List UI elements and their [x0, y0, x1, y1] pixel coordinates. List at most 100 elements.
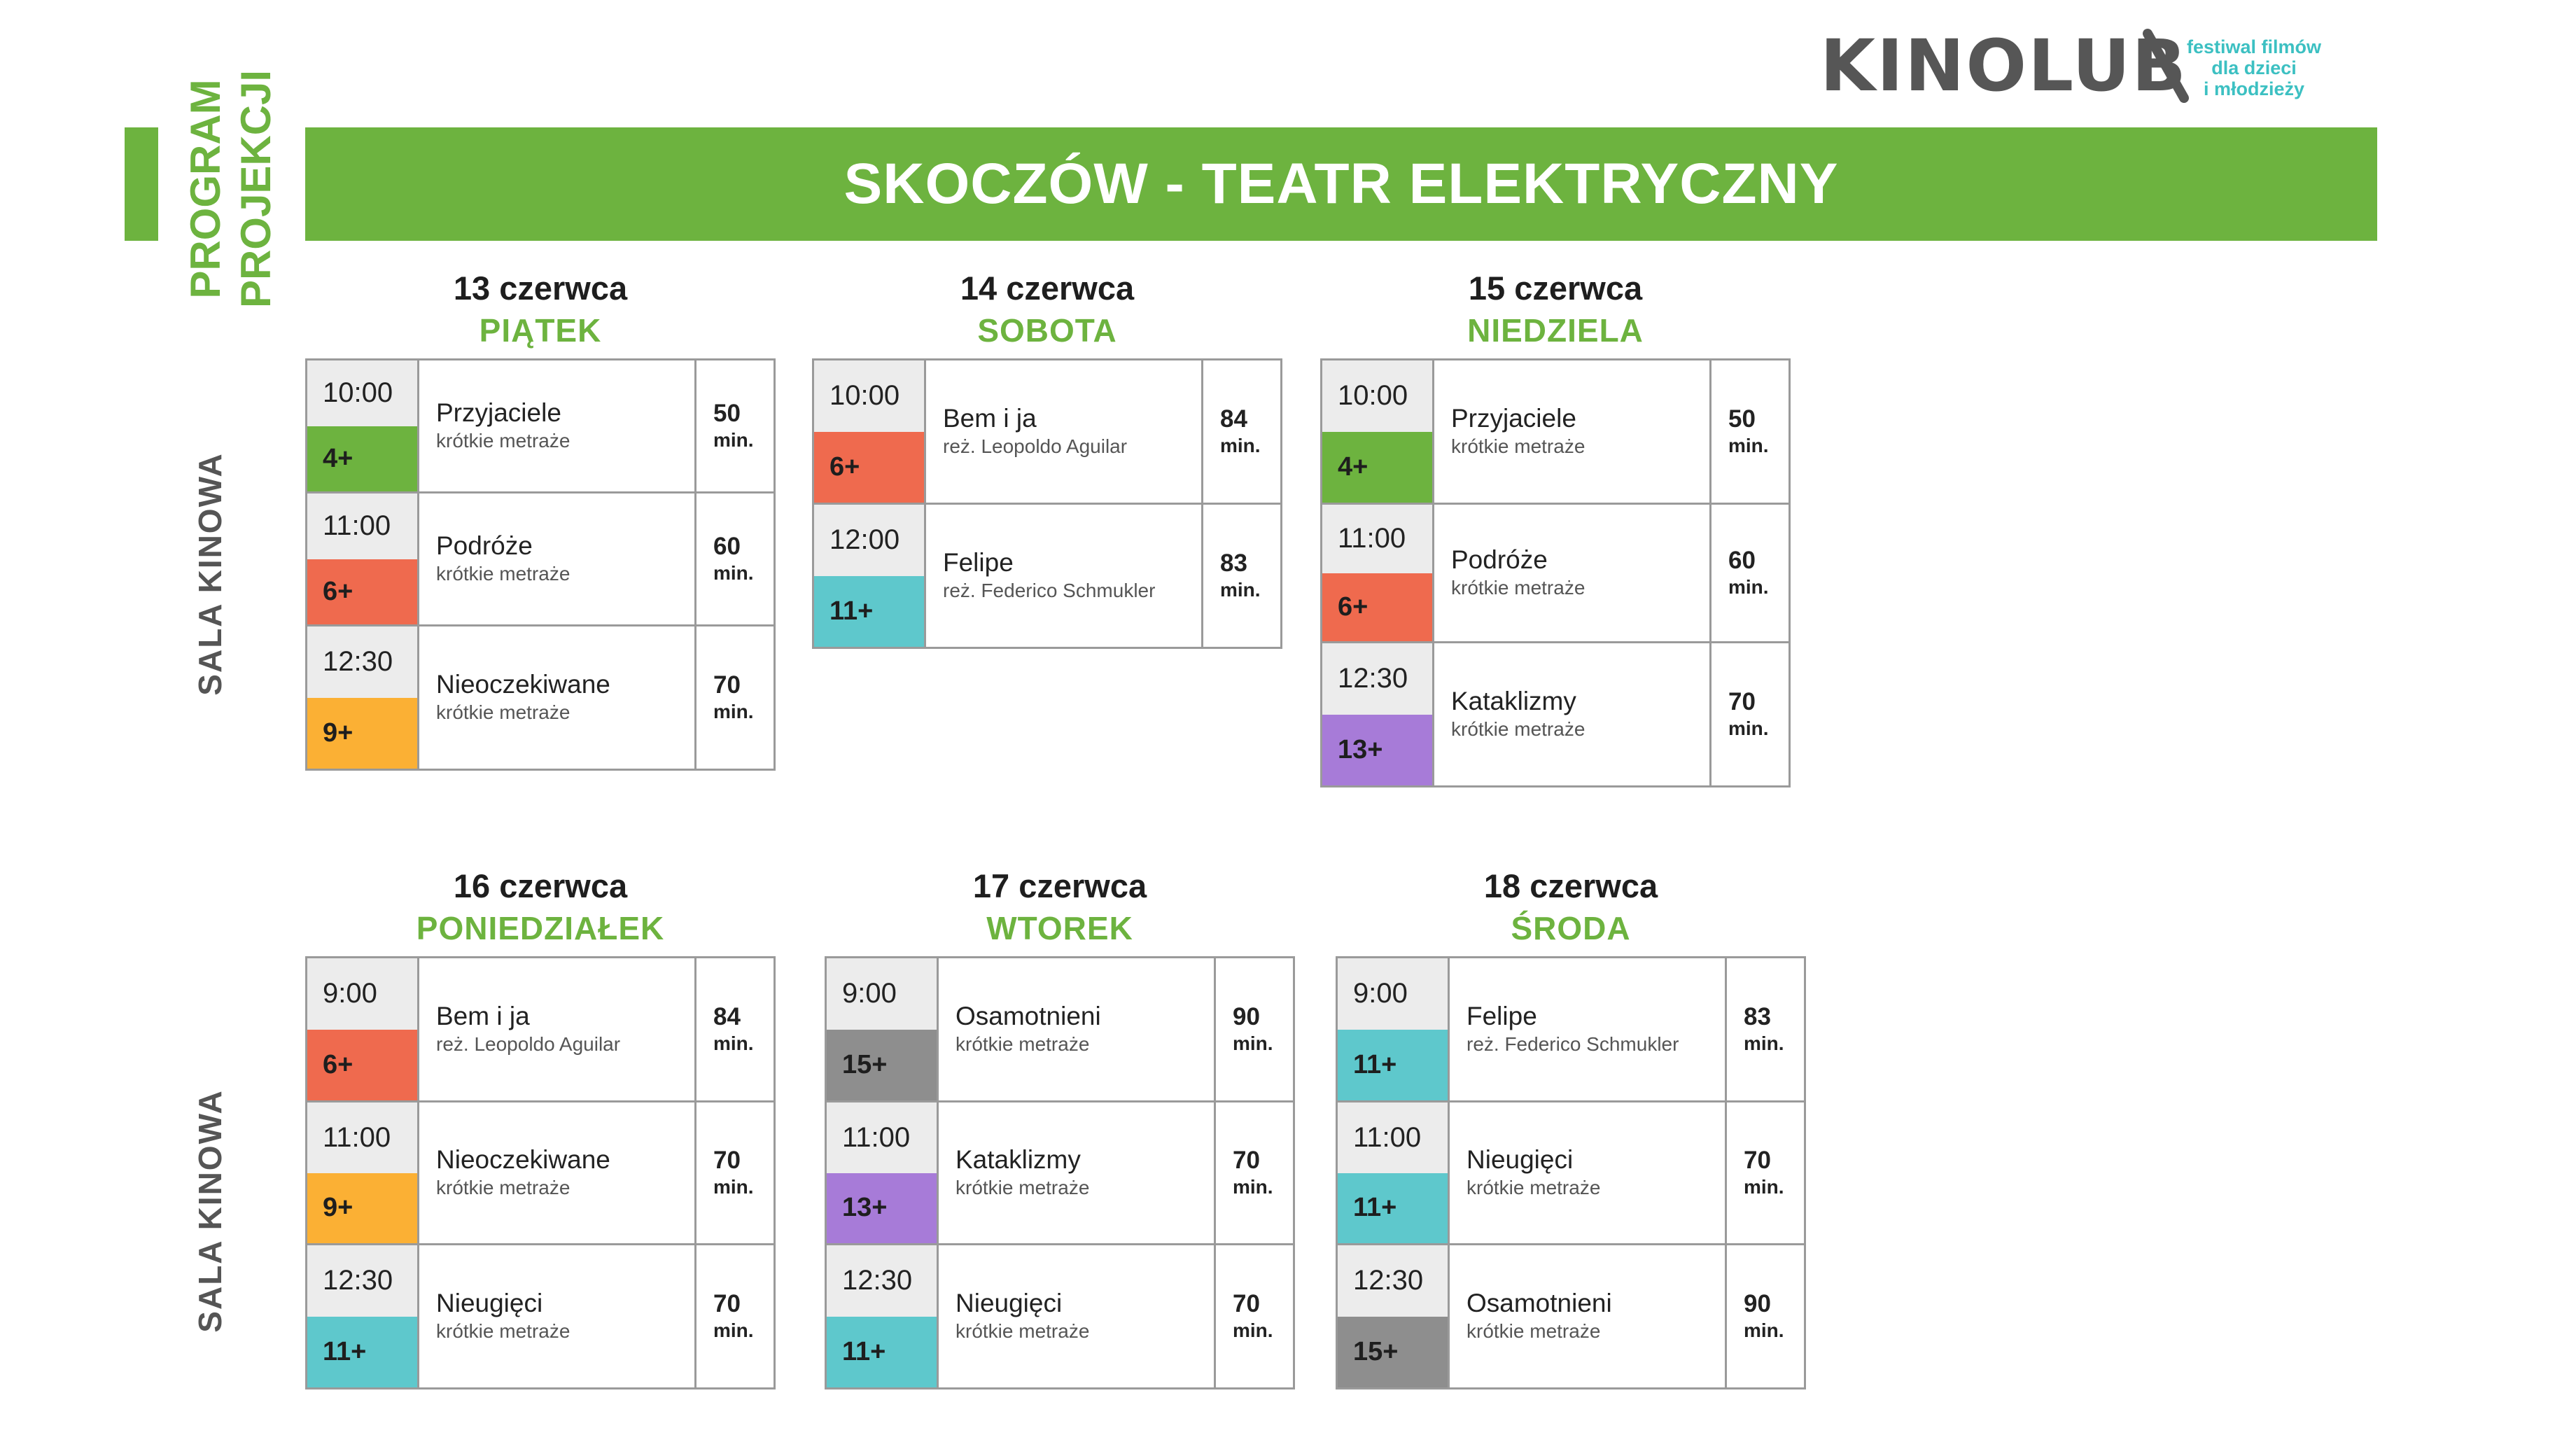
time-age-cell: 11:00 9+ [307, 1102, 419, 1243]
screening-row: 10:00 6+ Bem i ja reż. Leopoldo Aguilar 84 mi… [814, 360, 1280, 505]
duration-value: 70 [1233, 1289, 1260, 1317]
movie-title: Nieugięci [955, 1289, 1063, 1318]
movie-title: Osamotnieni [1466, 1289, 1612, 1318]
screening-row: 12:30 15+ Osamotnieni krótkie metraże 90 min. [1338, 1245, 1804, 1390]
movie-title: Nieugięci [1466, 1145, 1574, 1175]
kinolub-logo: KINOLUB festiwal filmów dla dzieci i mło… [1820, 28, 2324, 112]
movie-info: Podróże krótkie metraże [1434, 505, 1712, 641]
day-column: 17 czerwca WTOREK 9:00 15+ Osamotnieni krótki… [825, 865, 1295, 1390]
duration-cell: 90 min. [1727, 1245, 1804, 1387]
duration-value: 70 [1728, 687, 1756, 715]
screening-time: 11:00 [307, 493, 417, 559]
screening-time: 10:00 [814, 360, 924, 432]
day-column: 16 czerwca PONIEDZIAŁEK 9:00 6+ Bem i ja reż.… [305, 865, 776, 1390]
time-age-cell: 11:00 6+ [1322, 505, 1434, 641]
age-badge: 6+ [307, 1029, 417, 1100]
screening-row: 11:00 13+ Kataklizmy krótkie metraże 70 min. [827, 1102, 1293, 1245]
day-date: 17 czerwca [972, 867, 1147, 904]
movie-subtitle: krótkie metraże [955, 1176, 1090, 1198]
movie-subtitle: krótkie metraże [436, 562, 570, 584]
duration-unit: min. [713, 1176, 754, 1198]
screening-time: 11:00 [1338, 1102, 1448, 1173]
day-column: 15 czerwca NIEDZIELA 10:00 4+ Przyjaciele kró… [1320, 267, 1791, 788]
screening-row: 11:00 6+ Podróże krótkie metraże 60 min. [1322, 505, 1788, 643]
duration-value: 70 [1744, 1146, 1771, 1174]
age-badge: 9+ [307, 697, 417, 769]
time-age-cell: 11:00 6+ [307, 493, 419, 624]
duration-unit: min. [713, 1320, 754, 1342]
section-label-top: SALA KINOWA [192, 452, 228, 696]
day-column: 13 czerwca PIĄTEK 10:00 4+ Przyjaciele krótki… [305, 267, 776, 771]
movie-subtitle: krótkie metraże [1451, 576, 1586, 598]
day-weekday: WTOREK [986, 910, 1133, 946]
duration-value: 70 [713, 671, 741, 699]
movie-title: Bem i ja [436, 1002, 530, 1031]
duration-cell: 50 min. [696, 360, 774, 491]
duration-cell: 84 min. [696, 958, 774, 1100]
day-schedule: 10:00 4+ Przyjaciele krótkie metraże 50 min. 1… [305, 358, 776, 771]
duration-cell: 83 min. [1203, 505, 1280, 647]
movie-subtitle: reż. Federico Schmukler [943, 579, 1156, 601]
duration-value: 50 [713, 399, 741, 427]
duration-unit: min. [1744, 1176, 1784, 1198]
logo-wordmark: KINOLUB [1820, 24, 2188, 108]
screening-time: 10:00 [1322, 360, 1432, 432]
age-badge: 13+ [827, 1172, 937, 1243]
movie-title: Felipe [943, 548, 1014, 578]
time-age-cell: 12:30 13+ [1322, 643, 1434, 785]
banner-title: SKOCZÓW - TEATR ELEKTRYCZNY [844, 152, 1839, 216]
day-schedule: 10:00 4+ Przyjaciele krótkie metraże 50 min. 1… [1320, 358, 1791, 788]
movie-title: Kataklizmy [955, 1145, 1081, 1175]
time-age-cell: 11:00 13+ [827, 1102, 939, 1243]
day-date: 18 czerwca [1483, 867, 1658, 904]
screening-row: 12:30 9+ Nieoczekiwane krótkie metraże 70 min… [307, 626, 774, 771]
screening-time: 12:30 [307, 1245, 417, 1317]
section-label-bottom: SALA KINOWA [192, 1089, 228, 1333]
duration-value: 70 [1233, 1146, 1260, 1174]
day-header: 17 czerwca WTOREK [825, 865, 1295, 956]
duration-unit: min. [1233, 1176, 1273, 1198]
duration-cell: 50 min. [1712, 360, 1788, 503]
duration-unit: min. [713, 1032, 754, 1055]
movie-subtitle: reż. Leopoldo Aguilar [436, 1032, 621, 1055]
duration-unit: min. [1220, 435, 1261, 457]
movie-info: Osamotnieni krótkie metraże [1450, 1245, 1727, 1387]
screening-row: 9:00 6+ Bem i ja reż. Leopoldo Aguilar 84 min… [307, 958, 774, 1102]
movie-info: Felipe reż. Federico Schmukler [926, 505, 1203, 647]
movie-title: Osamotnieni [955, 1002, 1101, 1031]
duration-cell: 70 min. [1216, 1245, 1293, 1387]
duration-cell: 60 min. [696, 493, 774, 624]
age-badge: 4+ [307, 426, 417, 491]
screening-time: 9:00 [307, 958, 417, 1030]
duration-unit: min. [1744, 1032, 1784, 1055]
movie-subtitle: krótkie metraże [436, 1320, 570, 1342]
screening-time: 9:00 [1338, 958, 1448, 1030]
age-badge: 4+ [1322, 431, 1432, 503]
time-age-cell: 12:30 11+ [827, 1245, 939, 1387]
day-weekday: PONIEDZIAŁEK [416, 910, 665, 946]
screening-row: 12:30 11+ Nieugięci krótkie metraże 70 min. [827, 1245, 1293, 1390]
screening-row: 9:00 15+ Osamotnieni krótkie metraże 90 min. [827, 958, 1293, 1102]
day-weekday: PIĄTEK [479, 312, 602, 349]
duration-cell: 70 min. [696, 1102, 774, 1243]
duration-value: 90 [1233, 1002, 1260, 1030]
screening-time: 11:00 [1322, 505, 1432, 573]
movie-info: Nieugięci krótkie metraże [1450, 1102, 1727, 1243]
duration-value: 90 [1744, 1289, 1771, 1317]
movie-info: Nieoczekiwane krótkie metraże [419, 626, 696, 769]
duration-unit: min. [1728, 576, 1769, 598]
movie-info: Bem i ja reż. Leopoldo Aguilar [419, 958, 696, 1100]
movie-info: Nieugięci krótkie metraże [939, 1245, 1216, 1387]
movie-subtitle: krótkie metraże [1466, 1176, 1601, 1198]
movie-subtitle: reż. Federico Schmukler [1466, 1032, 1679, 1055]
day-date: 14 czerwca [960, 270, 1135, 307]
day-date: 13 czerwca [453, 270, 628, 307]
day-column: 14 czerwca SOBOTA 10:00 6+ Bem i ja reż. Leop… [812, 267, 1282, 649]
screening-time: 12:30 [1338, 1245, 1448, 1317]
day-weekday: ŚRODA [1511, 910, 1631, 946]
screening-row: 9:00 11+ Felipe reż. Federico Schmukler 83 mi… [1338, 958, 1804, 1102]
movie-subtitle: krótkie metraże [1466, 1320, 1601, 1342]
screening-time: 12:30 [307, 626, 417, 698]
movie-info: Przyjaciele krótkie metraże [419, 360, 696, 491]
movie-info: Osamotnieni krótkie metraże [939, 958, 1216, 1100]
